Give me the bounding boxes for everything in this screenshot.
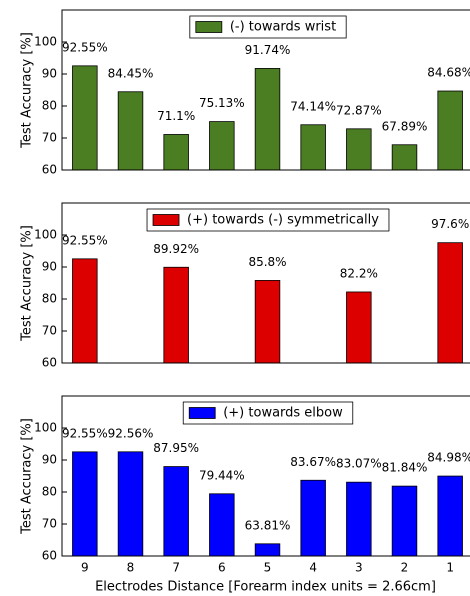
y-tick-label: 70: [42, 324, 57, 338]
x-tick-label: 8: [127, 561, 135, 575]
bar: [254, 68, 281, 171]
plot-frame: [61, 202, 470, 364]
y-tick-label: 60: [42, 549, 57, 563]
y-tick-label: 100: [34, 421, 57, 435]
value-label: 85.8%: [248, 255, 286, 269]
y-tick-label: 90: [42, 260, 57, 274]
y-tick-label: 60: [42, 356, 57, 370]
bar: [163, 134, 189, 171]
value-label: 63.81%: [245, 518, 291, 532]
bar: [437, 90, 463, 171]
y-tick-label: 60: [42, 163, 57, 177]
legend-swatch: [195, 21, 223, 33]
legend-box: [189, 15, 347, 39]
legend: (+) towards elbow: [182, 401, 354, 425]
legend-label: (+) towards (-) symmetrically: [187, 213, 379, 228]
x-tick-label: 9: [81, 561, 89, 575]
value-label: 84.98%: [427, 451, 470, 465]
y-tick-label: 100: [34, 228, 57, 242]
value-label: 75.13%: [199, 96, 245, 110]
y-axis-label: Test Accuracy [%]: [20, 225, 35, 342]
bar: [209, 493, 235, 557]
y-tick-label: 80: [42, 485, 57, 499]
value-label: 92.56%: [108, 426, 154, 440]
legend-swatch: [188, 407, 216, 419]
y-axis-label: Test Accuracy [%]: [20, 32, 35, 149]
y-tick-label: 80: [42, 292, 57, 306]
value-label: 84.68%: [427, 66, 470, 80]
y-tick-label: 100: [34, 35, 57, 49]
bar: [391, 144, 418, 171]
value-label: 87.95%: [153, 441, 199, 455]
value-label: 82.2%: [340, 266, 378, 280]
legend-box: [146, 208, 390, 232]
value-label: 72.87%: [336, 103, 382, 117]
value-label: 92.55%: [62, 426, 108, 440]
bar: [209, 121, 235, 171]
bar: [300, 479, 326, 557]
y-tick-label: 90: [42, 67, 57, 81]
value-label: 67.89%: [382, 119, 428, 133]
y-tick-label: 70: [42, 131, 57, 145]
x-tick-label: 1: [446, 561, 454, 575]
value-label: 71.1%: [157, 109, 195, 123]
bar: [437, 242, 463, 364]
bar: [117, 451, 144, 557]
x-tick-label: 3: [355, 561, 363, 575]
legend-label: (-) towards wrist: [230, 20, 336, 35]
value-label: 83.07%: [336, 457, 382, 471]
bar: [346, 291, 372, 364]
value-label: 81.84%: [382, 461, 428, 475]
x-tick-label: 4: [309, 561, 317, 575]
bar: [163, 466, 189, 557]
value-label: 97.6%: [431, 217, 469, 231]
bar: [254, 543, 281, 557]
legend-label: (+) towards elbow: [223, 406, 343, 421]
y-axis-label: Test Accuracy [%]: [20, 418, 35, 535]
bar: [437, 475, 463, 557]
value-label: 84.45%: [108, 66, 154, 80]
bar: [163, 266, 189, 364]
bar: [72, 451, 98, 557]
plot-frame: [61, 395, 470, 557]
bar: [254, 280, 281, 364]
bar: [300, 124, 326, 171]
x-tick-label: 5: [264, 561, 272, 575]
bar: [391, 485, 418, 557]
legend-box: [182, 401, 354, 425]
value-label: 92.55%: [62, 40, 108, 54]
bar: [346, 128, 372, 171]
plot-frame: [61, 9, 470, 171]
value-label: 83.67%: [290, 455, 336, 469]
x-tick-label: 6: [218, 561, 226, 575]
y-tick-label: 80: [42, 99, 57, 113]
bar: [346, 481, 372, 557]
legend: (-) towards wrist: [189, 15, 347, 39]
legend: (+) towards (-) symmetrically: [146, 208, 390, 232]
value-label: 74.14%: [290, 99, 336, 113]
x-axis-label: Electrodes Distance [Forearm index units…: [95, 580, 436, 595]
value-label: 79.44%: [199, 468, 245, 482]
x-tick-label: 2: [401, 561, 409, 575]
legend-swatch: [152, 214, 180, 226]
bar: [72, 258, 98, 364]
bar: [72, 65, 98, 171]
y-tick-label: 70: [42, 517, 57, 531]
x-tick-label: 7: [172, 561, 180, 575]
value-label: 89.92%: [153, 242, 199, 256]
value-label: 92.55%: [62, 233, 108, 247]
y-tick-label: 90: [42, 453, 57, 467]
value-label: 91.74%: [245, 43, 291, 57]
bar: [117, 91, 144, 171]
